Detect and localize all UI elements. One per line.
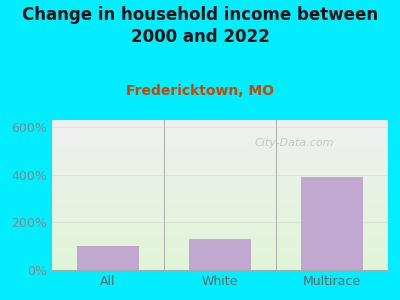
Text: City-Data.com: City-Data.com [254, 137, 334, 148]
Bar [301, 177, 363, 270]
Bar [189, 239, 251, 270]
Text: Change in household income between
2000 and 2022: Change in household income between 2000 … [22, 6, 378, 46]
Text: Fredericktown, MO: Fredericktown, MO [126, 84, 274, 98]
Bar [77, 246, 139, 270]
